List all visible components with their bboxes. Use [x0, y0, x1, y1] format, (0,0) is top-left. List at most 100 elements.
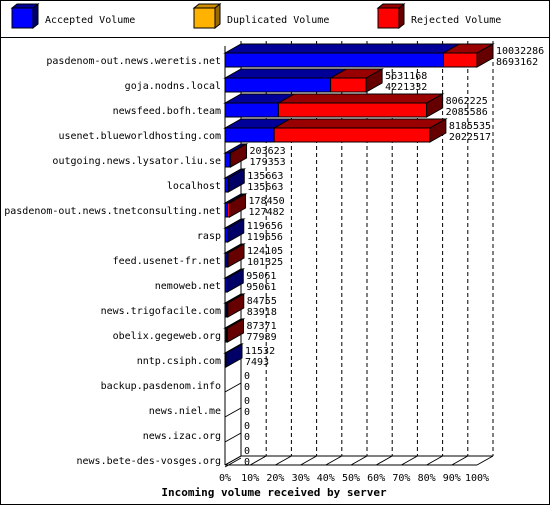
category-label-1: goja.nodns.local — [125, 81, 221, 92]
bar-top-accepted-1 — [223, 68, 349, 79]
floor-tick-5 — [350, 455, 368, 466]
bar-accepted-4 — [224, 152, 231, 168]
bar-empty-14 — [224, 407, 242, 418]
x-tick-label-4: 40% — [317, 473, 335, 484]
bar-side-11 — [227, 318, 245, 343]
category-label-10: news.trigofacile.com — [101, 306, 221, 317]
x-tick-label-8: 80% — [418, 473, 436, 484]
category-label-15: news.izac.org — [143, 431, 221, 442]
floor-tick-4 — [325, 455, 343, 466]
value-label-first-10: 84755 — [247, 296, 277, 307]
value-label-first-4: 203623 — [250, 146, 286, 157]
bar-row-6: pasdenom-out.news.tnetconsulting.net 1784… — [4, 193, 285, 218]
category-label-13: backup.pasdenom.info — [101, 381, 221, 392]
value-label-second-9: 95061 — [246, 282, 276, 293]
value-label-first-12: 11532 — [245, 346, 275, 357]
floor-tick-10 — [476, 455, 494, 466]
value-label-first-0: 10032286 — [496, 46, 544, 57]
value-label-first-15: 0 — [244, 421, 250, 432]
bar-empty-16 — [224, 457, 242, 468]
value-label-second-1: 4221332 — [385, 82, 427, 93]
value-label-second-7: 119656 — [247, 232, 283, 243]
value-label-second-16: 0 — [244, 457, 250, 468]
x-tick-label-6: 60% — [367, 473, 385, 484]
legend-item-rejected: Rejected Volume — [376, 2, 501, 30]
bar-top-accepted-0 — [223, 43, 462, 54]
value-label-second-5: 135663 — [247, 182, 283, 193]
bar-side-8 — [227, 243, 245, 268]
value-label-first-16: 0 — [244, 446, 250, 457]
value-label-second-2: 2085586 — [446, 107, 488, 118]
x-tick-label-3: 30% — [292, 473, 310, 484]
bar-row-16: news.bete-des-vosges.org 00 — [77, 446, 251, 468]
floor-tick-3 — [300, 455, 317, 466]
legend-swatch-duplicated-side — [214, 2, 221, 30]
value-label-second-3: 2022517 — [449, 132, 491, 143]
value-label-first-8: 124105 — [247, 246, 283, 257]
legend-label-duplicated: Duplicated Volume — [227, 15, 329, 26]
floor-tick-7 — [401, 455, 418, 466]
bar-accepted-1 — [224, 77, 332, 93]
floor-tick-1 — [249, 455, 267, 466]
value-label-first-5: 135663 — [247, 171, 283, 182]
legend-item-accepted: Accepted Volume — [10, 2, 135, 30]
bar-top-rejected-2 — [276, 93, 445, 104]
category-label-4: outgoing.news.lysator.liu.se — [52, 156, 221, 167]
legend-swatch-rejected-side — [398, 2, 405, 30]
bar-rejected-1 — [330, 77, 367, 93]
bar-accepted-2 — [224, 102, 279, 118]
bar-empty-13 — [224, 382, 242, 393]
bar-side-7 — [227, 218, 245, 243]
bar-accepted-0 — [224, 52, 444, 68]
category-label-3: usenet.blueworldhosting.com — [58, 131, 221, 142]
category-label-9: nemoweb.net — [155, 281, 221, 292]
bar-side-5 — [227, 168, 245, 193]
x-tick-label-1: 10% — [241, 473, 259, 484]
legend: Accepted Volume Duplicated Volume Reject… — [10, 2, 501, 30]
legend-label-accepted: Accepted Volume — [45, 15, 135, 26]
bar-row-0: pasdenom-out.news.weretis.net 10032286869… — [46, 43, 544, 68]
bar-row-3: usenet.blueworldhosting.com 8185535202251… — [58, 118, 491, 143]
legend-swatch-accepted-side — [32, 2, 39, 30]
floor-tick-8 — [426, 455, 443, 466]
value-label-second-11: 77989 — [247, 332, 277, 343]
bar-row-15: news.izac.org 00 — [143, 421, 250, 443]
category-label-11: obelix.gegeweb.org — [113, 331, 221, 342]
value-label-first-14: 0 — [244, 396, 250, 407]
category-label-14: news.niel.me — [149, 406, 221, 417]
category-label-0: pasdenom-out.news.weretis.net — [46, 56, 221, 67]
bar-side-6 — [229, 193, 247, 218]
value-label-second-8: 101325 — [247, 257, 283, 268]
value-label-first-9: 95061 — [246, 271, 276, 282]
value-label-first-2: 8062225 — [446, 96, 488, 107]
floor-tick-2 — [275, 455, 292, 466]
bar-side-12 — [225, 343, 243, 368]
legend-item-duplicated: Duplicated Volume — [192, 2, 329, 30]
bar-accepted-3 — [224, 127, 275, 143]
value-label-first-3: 8185535 — [449, 121, 491, 132]
bar-row-13: backup.pasdenom.info 00 — [101, 371, 250, 393]
category-label-16: news.bete-des-vosges.org — [77, 456, 222, 467]
bar-side-2 — [426, 93, 444, 118]
bar-rejected-2 — [277, 102, 428, 118]
value-label-second-10: 83918 — [247, 307, 277, 318]
value-label-first-1: 5631168 — [385, 71, 427, 82]
bar-rejected-0 — [442, 52, 478, 68]
value-label-first-11: 87371 — [247, 321, 277, 332]
legend-swatch-accepted — [11, 7, 34, 29]
value-label-second-12: 7493 — [245, 357, 269, 368]
category-label-6: pasdenom-out.news.tnetconsulting.net — [4, 206, 221, 217]
value-label-first-13: 0 — [244, 371, 250, 382]
legend-label-rejected: Rejected Volume — [411, 15, 501, 26]
value-label-first-7: 119656 — [247, 221, 283, 232]
bar-top-rejected-3 — [272, 118, 448, 129]
x-tick-label-10: 100% — [465, 473, 489, 484]
